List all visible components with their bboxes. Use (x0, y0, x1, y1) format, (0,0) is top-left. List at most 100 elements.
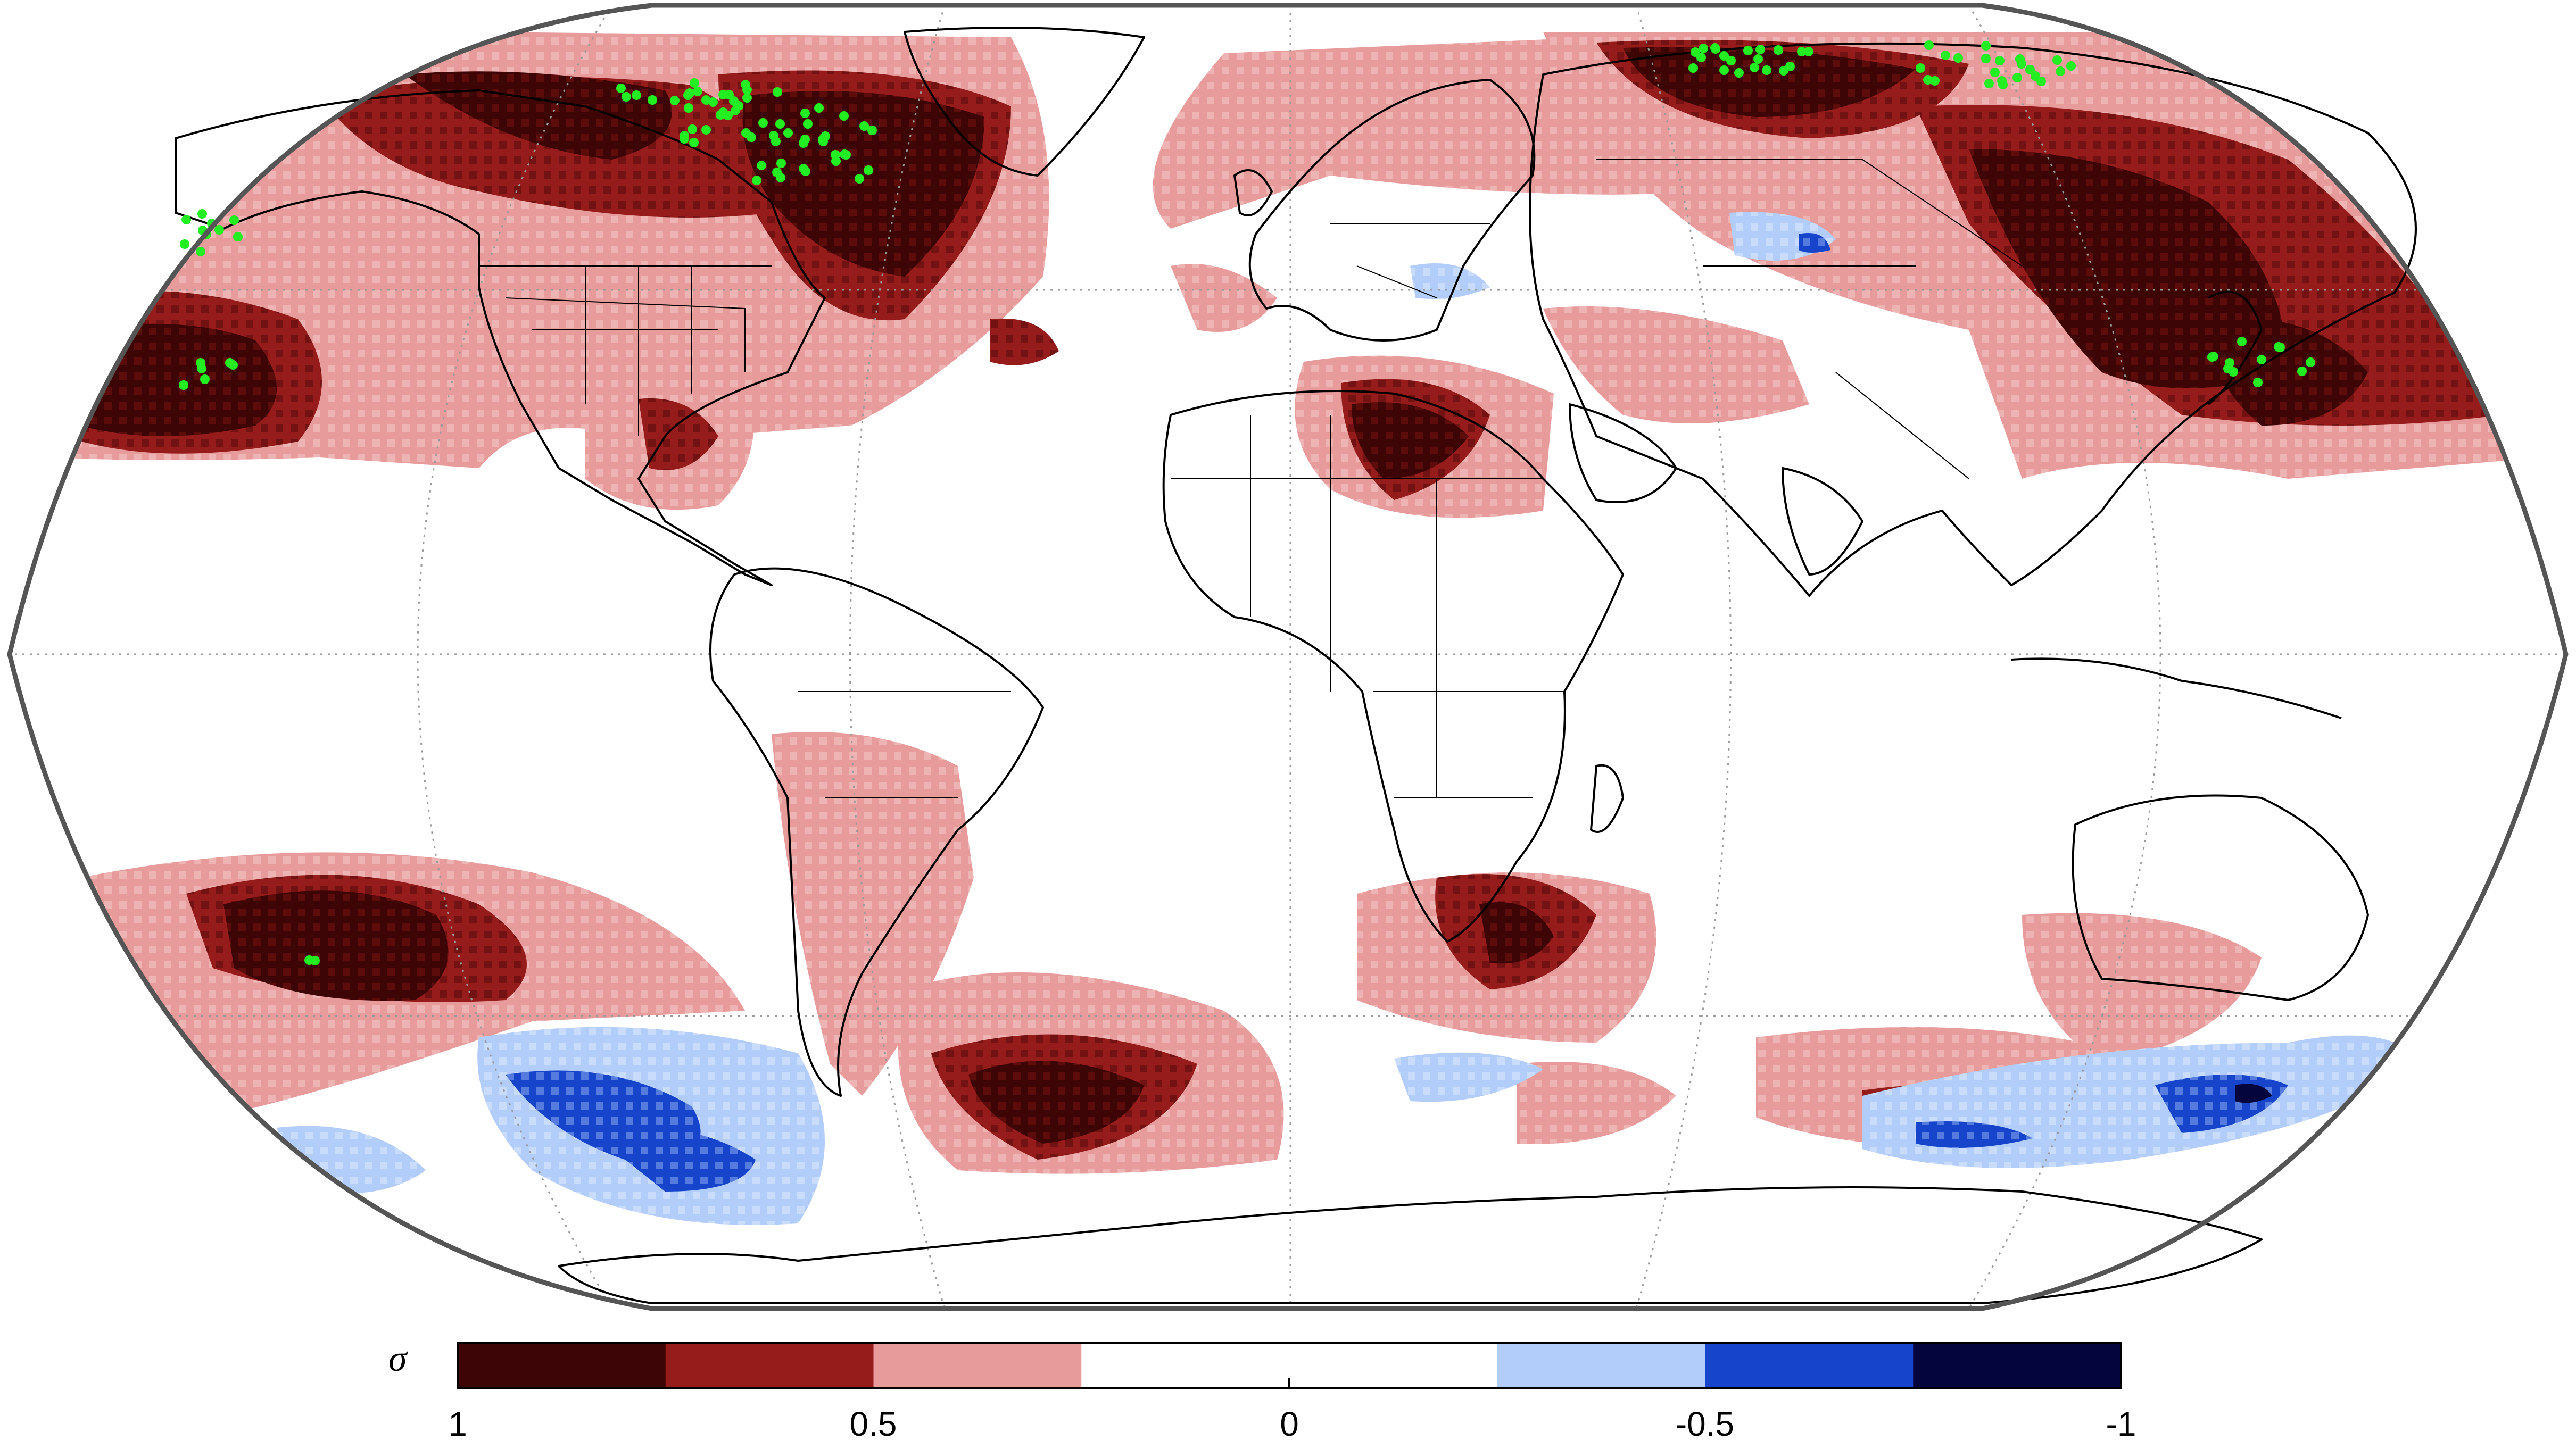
graticule (10, 5, 2566, 1309)
significance-dot (688, 124, 697, 134)
significance-dot (716, 110, 725, 120)
significance-dot (859, 121, 869, 131)
significance-dot (1762, 65, 1771, 75)
significance-dot (2253, 378, 2263, 387)
significance-dot (1990, 68, 2000, 77)
significance-dot (729, 96, 739, 106)
significance-dot (701, 125, 711, 135)
significance-dot (731, 106, 740, 115)
significance-dot (2207, 352, 2217, 362)
significance-dot (1984, 79, 1994, 88)
significance-dot (1719, 51, 1729, 61)
significance-dot (2257, 355, 2266, 364)
significance-dot (1699, 44, 1708, 53)
significance-dot (1998, 80, 2008, 89)
significance-dot (1941, 51, 1950, 60)
anomaly-darkblue-regions (2235, 1084, 2272, 1103)
significance-dot (840, 149, 849, 159)
significance-dot (1719, 65, 1729, 75)
significance-dot (1995, 56, 2005, 65)
significance-dot (800, 109, 810, 118)
significance-dot (1696, 53, 1706, 62)
significance-dot (2229, 367, 2238, 377)
significance-dot (2066, 61, 2076, 71)
significance-dot (742, 93, 752, 103)
significance-dot (197, 209, 207, 219)
significance-dot (775, 119, 785, 129)
significance-dot (196, 358, 205, 368)
significance-dot (831, 156, 841, 166)
significance-dot (757, 161, 766, 170)
significance-dot (752, 176, 761, 185)
significance-dot (233, 232, 243, 242)
significance-dot (632, 90, 641, 100)
coastlines (175, 27, 2417, 1304)
significance-dot (229, 215, 239, 225)
significance-dot (2306, 357, 2315, 367)
significance-dot (670, 96, 680, 105)
significance-dot (1930, 76, 1940, 86)
significance-dot (180, 239, 189, 249)
globe-frame (7, 3, 2569, 1311)
significance-dot (1726, 56, 1736, 65)
significance-dot (2025, 65, 2035, 74)
significance-dot (225, 358, 235, 368)
significance-dot (776, 159, 786, 168)
significance-dot (684, 103, 693, 113)
significance-dot (690, 78, 699, 88)
significance-dot (2056, 66, 2065, 76)
significance-dot (1779, 66, 1788, 76)
significance-dot (801, 166, 810, 176)
significance-dot (839, 111, 849, 121)
significance-stippling (179, 40, 2315, 965)
significance-dot (1710, 43, 1720, 53)
significance-dot (1750, 63, 1759, 72)
significance-dot (783, 128, 793, 138)
significance-dot (2297, 367, 2307, 376)
country-borders (479, 159, 2023, 798)
significance-dot (742, 85, 752, 95)
significance-dot (622, 92, 631, 102)
significance-dot (814, 103, 824, 113)
significance-dot (2275, 343, 2285, 352)
significance-dot (179, 380, 188, 390)
significance-dot (1755, 45, 1765, 54)
significance-dot (689, 138, 699, 147)
significance-dot (1797, 47, 1807, 56)
significance-dot (648, 95, 657, 105)
significance-dot (867, 126, 877, 135)
significance-dot (855, 174, 864, 184)
significance-dot (2237, 337, 2247, 346)
significance-dot (1981, 54, 1991, 63)
significance-dot (800, 135, 810, 144)
significance-dot (1924, 40, 1934, 50)
significance-dot (2052, 55, 2062, 65)
significance-dot (741, 128, 751, 138)
significance-dot (304, 955, 314, 965)
significance-dot (680, 134, 689, 144)
significance-dot (769, 131, 778, 140)
significance-dot (1774, 45, 1783, 55)
significance-dot (1688, 63, 1698, 73)
significance-dot (773, 87, 782, 97)
significance-dot (181, 215, 191, 224)
anomaly-blue-regions (506, 233, 2288, 1192)
significance-dot (1804, 47, 1813, 56)
significance-dot (803, 119, 813, 129)
significance-dot (2031, 71, 2040, 81)
significance-dot (701, 95, 711, 105)
significance-dot (200, 374, 210, 384)
significance-dot (1953, 53, 1963, 63)
significance-dot (718, 90, 728, 99)
significance-dot (1734, 68, 1744, 78)
significance-dot (685, 88, 694, 98)
significance-dot (616, 84, 626, 93)
significance-dot (1753, 54, 1763, 64)
significance-dot (1743, 46, 1753, 55)
significance-dot (2012, 73, 2022, 82)
significance-dot (693, 87, 702, 96)
significance-dot (776, 173, 785, 182)
significance-dot (196, 247, 205, 256)
significance-dot (758, 118, 768, 128)
